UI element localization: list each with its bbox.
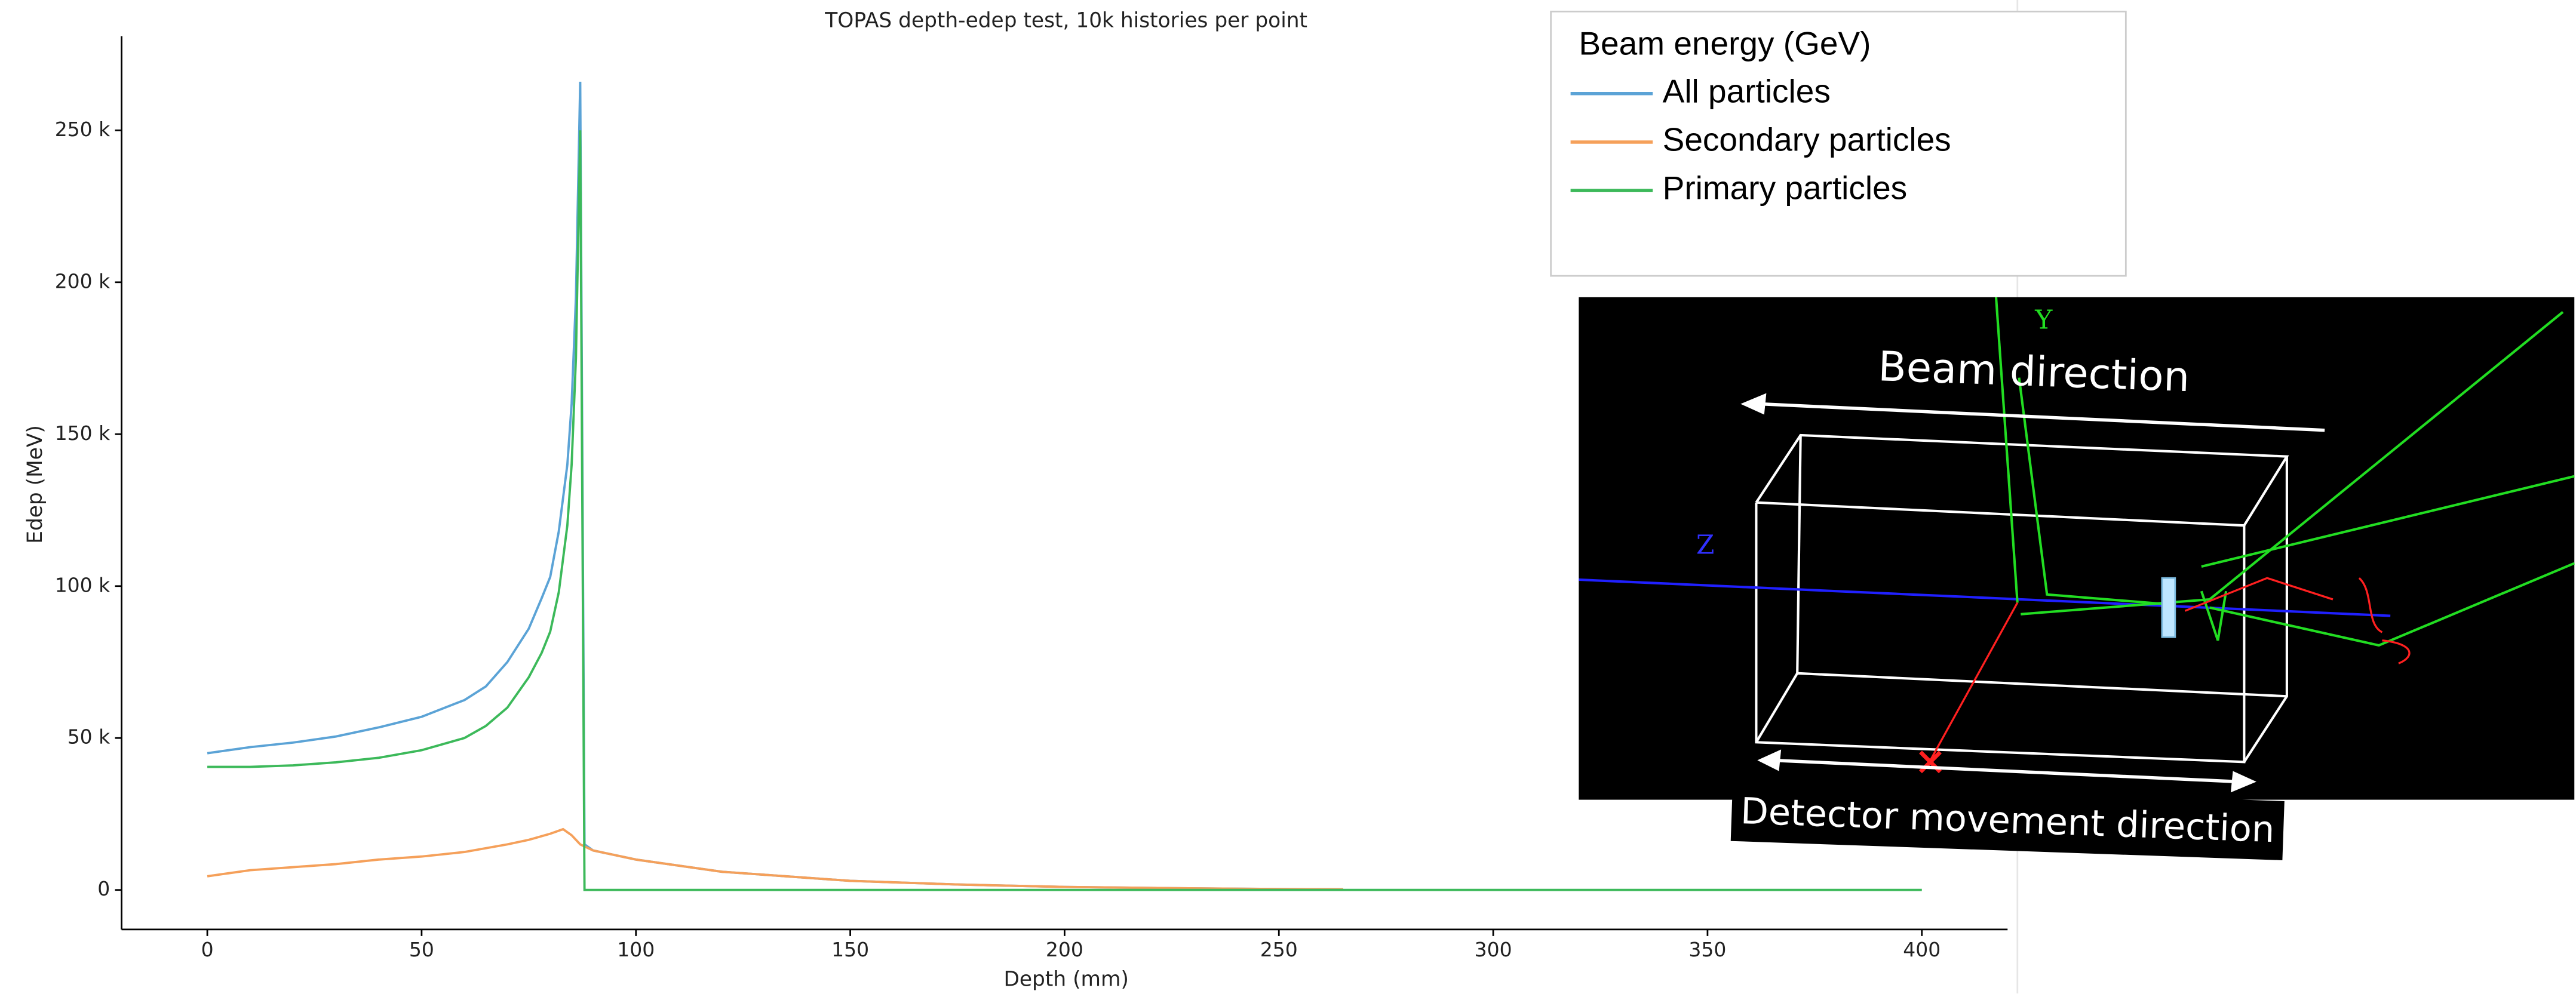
x-tick-label: 250 (1260, 938, 1298, 961)
legend-label: All particles (1663, 72, 1831, 109)
legend: Beam energy (GeV) All particles Secondary… (1551, 11, 2126, 276)
x-tick-label: 300 (1475, 938, 1512, 961)
chart: TOPAS depth-edep test, 10k histories per… (0, 0, 2576, 994)
legend-title: Beam energy (GeV) (1579, 25, 1871, 62)
page: TOPAS depth-edep test, 10k histories per… (0, 0, 2576, 994)
y-tick-label: 150 k (55, 421, 110, 445)
inset-image: Beam direction Y Z Detector movement dir… (1579, 297, 2574, 860)
chart-title: TOPAS depth-edep test, 10k histories per… (824, 8, 1307, 32)
legend-label: Secondary particles (1663, 121, 1951, 158)
x-tick-label: 50 (409, 938, 434, 961)
y-axis-label: Edep (MeV) (23, 425, 47, 544)
y-tick-label: 250 k (55, 118, 110, 141)
series-line (207, 82, 1343, 890)
x-tick-label: 150 (831, 938, 869, 961)
x-tick-label: 350 (1688, 938, 1726, 961)
x-tick-label: 400 (1903, 938, 1941, 961)
series-line (207, 829, 1343, 890)
y-tick-label: 0 (97, 877, 110, 900)
y-label: Y (2034, 305, 2053, 336)
y-tick-label: 50 k (67, 725, 110, 749)
z-label: Z (1696, 530, 1715, 560)
target (2162, 578, 2175, 637)
legend-label: Primary particles (1663, 170, 1908, 207)
x-tick-label: 0 (201, 938, 214, 961)
y-tick-label: 100 k (55, 573, 110, 596)
x-axis-label: Depth (mm) (1003, 968, 1128, 992)
x-tick-label: 200 (1046, 938, 1083, 961)
x-tick-label: 100 (617, 938, 655, 961)
y-tick-label: 200 k (55, 269, 110, 293)
